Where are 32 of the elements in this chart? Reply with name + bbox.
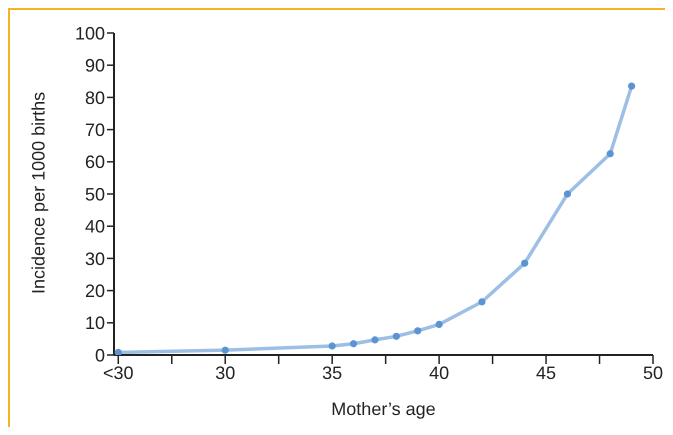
x-tick-label: <30	[103, 362, 134, 383]
y-tick-label: 20	[84, 280, 105, 301]
point	[478, 298, 486, 306]
x-tick-label: 40	[429, 362, 450, 383]
y-tick-label: 100	[74, 23, 105, 44]
point	[521, 260, 528, 267]
y-tick-label: 60	[84, 152, 105, 172]
y-tick-label: 70	[84, 120, 105, 140]
x-axis-title: Mother’s age	[331, 399, 436, 419]
y-tick-label: 40	[84, 216, 105, 237]
y-tick-label: 30	[84, 248, 105, 269]
x-tick-label: 45	[536, 362, 556, 383]
point	[350, 340, 358, 348]
y-tick-label: 50	[84, 184, 105, 204]
y-tick-label: 10	[84, 313, 105, 334]
y-tick-label: 90	[84, 56, 105, 76]
x-tick-label: 30	[215, 362, 236, 383]
point	[628, 82, 636, 90]
point	[328, 342, 336, 350]
point	[564, 190, 572, 198]
point	[436, 320, 443, 328]
point	[606, 150, 614, 158]
point	[392, 332, 400, 340]
y-tick-label: 0	[94, 345, 105, 366]
y-tick-label: 80	[84, 88, 105, 108]
point	[371, 336, 379, 344]
x-tick-label: 50	[642, 362, 664, 383]
x-tick-label: 35	[322, 362, 342, 383]
y-axis-title: Incidence per 1000 births	[28, 92, 48, 294]
point	[114, 348, 122, 355]
point	[414, 327, 422, 334]
point	[222, 346, 229, 354]
